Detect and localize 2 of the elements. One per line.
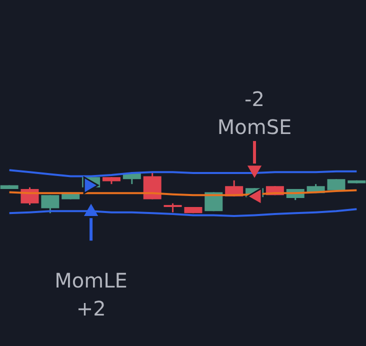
text: -2 MomSE <box>217 87 292 140</box>
text: MomLE +2 <box>54 268 128 321</box>
